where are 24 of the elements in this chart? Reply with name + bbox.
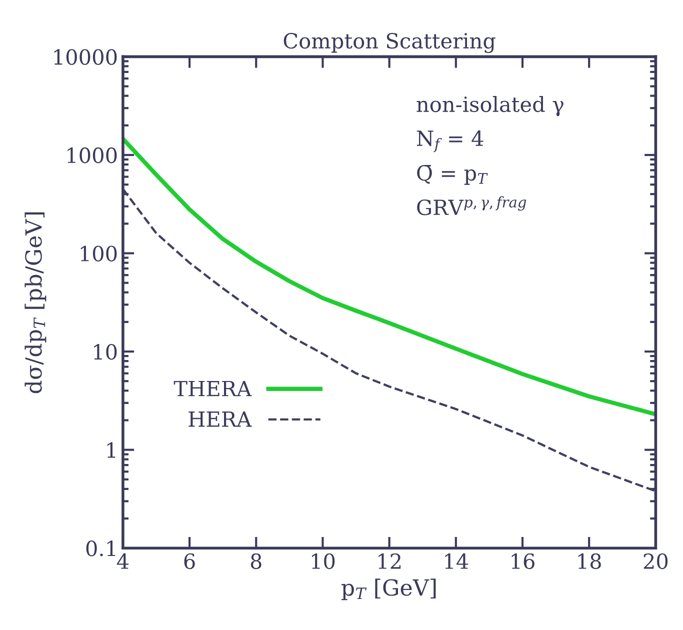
y-axis-title: dσ/dp$_{T}$ [pb/GeV]: [24, 212, 46, 394]
annotation: N$_{f}$ = 4: [416, 130, 484, 152]
legend-label: HERA: [188, 412, 252, 427]
x-tick-label: 4: [116, 553, 129, 569]
legend-label: THERA: [174, 380, 252, 396]
x-tick-label: 14: [445, 553, 468, 569]
y-tick-label: 10000: [54, 49, 117, 65]
x-axis-title: p$_{T}$ [GeV]: [342, 578, 436, 600]
y-tick-label: 1000: [68, 147, 117, 164]
y-tick-label: 1: [107, 442, 116, 458]
x-tick-label: 16: [512, 553, 534, 570]
x-tick-label: 8: [250, 553, 262, 570]
x-tick-label: 12: [378, 553, 401, 569]
y-tick-label: 10: [94, 344, 117, 360]
x-tick-label: 20: [644, 553, 668, 570]
x-tick-label: 6: [184, 553, 195, 570]
x-tick-label: 10: [312, 553, 335, 570]
y-tick-label: 100: [80, 246, 117, 262]
annotation: Q̄ = p$_{T}$: [417, 164, 488, 185]
x-tick-label: 18: [578, 553, 601, 570]
annotation: GRV$^{p,γ,frag}$: [417, 196, 526, 216]
chart-title: Compton Scattering: [284, 32, 496, 53]
y-tick-label: 0.1: [86, 540, 116, 556]
annotation: non-isolated γ: [416, 96, 564, 116]
